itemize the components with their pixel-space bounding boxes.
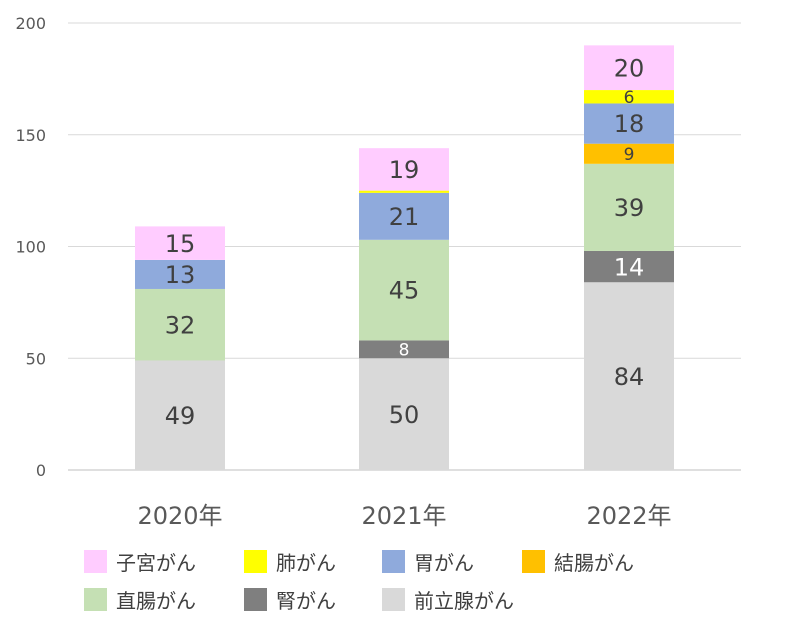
bar-segment (584, 143, 674, 164)
bar-segment (359, 190, 449, 193)
legend-item-uterine: 子宮がん (84, 546, 196, 576)
y-tick-label: 150 (15, 126, 46, 145)
legend-swatch (382, 587, 405, 611)
bar-segment (584, 45, 674, 91)
bar-segment (584, 282, 674, 470)
legend-label: 腎がん (276, 588, 336, 613)
legend-label: 子宮がん (116, 550, 196, 575)
data-label: 15 (165, 230, 196, 258)
bar-segment (584, 163, 674, 251)
data-label: 32 (165, 311, 196, 339)
x-tick-label: 2021年 (361, 502, 446, 530)
bar-segment (359, 340, 449, 359)
data-label: 50 (389, 401, 420, 429)
legend-label: 肺がん (276, 550, 336, 575)
data-label: 21 (389, 203, 420, 231)
bar-segment (135, 360, 225, 470)
legend-label: 結腸がん (554, 550, 634, 575)
y-tick-label: 0 (36, 461, 46, 480)
data-label: 14 (614, 253, 645, 281)
bar-segment (135, 226, 225, 260)
bar-segment (584, 250, 674, 283)
bar-segment (359, 239, 449, 341)
bar-segment (584, 103, 674, 144)
data-label: 20 (614, 54, 645, 82)
data-label: 49 (165, 402, 196, 430)
legend-swatch (522, 549, 545, 573)
bar-segment (135, 259, 225, 289)
bar-segment (359, 192, 449, 240)
legend-item-rectal: 直腸がん (84, 584, 196, 614)
y-tick-label: 200 (15, 14, 46, 33)
legend-item-stomach: 胃がん (382, 546, 474, 576)
bar-segment (359, 358, 449, 470)
data-label: 9 (624, 145, 635, 165)
legend-swatch (244, 549, 267, 573)
data-label: 84 (614, 363, 645, 391)
bar-segment (135, 288, 225, 361)
stacked-bar-chart: 0 50 100 150 200 2020年 2021年 2022年 49 32 13 15 50 8 45… (15, 14, 741, 530)
data-label: 45 (389, 277, 420, 305)
x-tick-label: 2020年 (137, 502, 222, 530)
y-tick-label: 50 (26, 349, 46, 368)
data-label: 19 (389, 156, 420, 184)
legend-item-lung: 肺がん (244, 546, 336, 576)
data-label: 39 (614, 194, 645, 222)
legend-label: 胃がん (414, 550, 474, 575)
legend-swatch (84, 549, 107, 573)
bar-segment (584, 90, 674, 104)
x-tick-label: 2022年 (586, 502, 671, 530)
data-label: 13 (165, 261, 196, 289)
legend-label: 前立腺がん (414, 588, 514, 613)
legend-swatch (382, 549, 405, 573)
legend-item-kidney: 腎がん (244, 584, 336, 614)
data-label: 6 (624, 88, 635, 108)
y-tick-label: 100 (15, 238, 46, 257)
legend-label: 直腸がん (116, 588, 196, 613)
legend-item-colon: 結腸がん (522, 546, 634, 576)
data-label: 18 (614, 110, 645, 138)
legend-swatch (244, 587, 267, 611)
legend-item-prostate: 前立腺がん (382, 584, 514, 614)
legend-swatch (84, 587, 107, 611)
bar-segment (359, 148, 449, 191)
data-label: 8 (399, 340, 410, 360)
